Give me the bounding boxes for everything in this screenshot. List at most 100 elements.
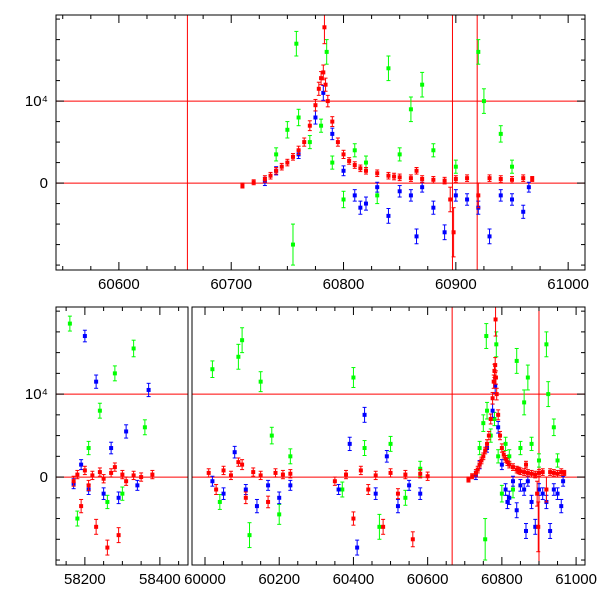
data-point-blue <box>116 491 121 505</box>
marker <box>507 454 512 459</box>
marker <box>105 545 110 550</box>
y-tick-label: 0 <box>40 175 48 192</box>
data-point-blue <box>395 498 400 514</box>
marker <box>397 152 402 157</box>
marker <box>266 499 271 504</box>
data-point-red <box>525 469 530 477</box>
data-point-green <box>498 125 503 143</box>
data-point-green <box>397 147 402 162</box>
data-point-red <box>351 511 356 526</box>
data-point-blue <box>551 483 556 496</box>
data-point-red <box>90 470 95 481</box>
data-point-blue <box>135 479 140 491</box>
data-point-red <box>313 98 318 112</box>
data-point-red <box>381 518 386 535</box>
marker <box>352 193 357 198</box>
data-point-green <box>388 435 393 452</box>
marker <box>358 205 363 210</box>
data-point-red <box>562 469 567 476</box>
marker <box>240 462 245 467</box>
data-point-green <box>386 55 391 82</box>
data-point-green <box>499 484 504 503</box>
data-point-red <box>105 539 110 556</box>
marker <box>362 446 367 451</box>
marker <box>381 524 386 529</box>
marker <box>307 123 312 128</box>
data-point-blue <box>109 441 114 455</box>
data-point-blue <box>355 539 360 556</box>
data-point-blue <box>533 518 538 535</box>
marker <box>551 487 556 492</box>
data-point-red <box>109 468 114 478</box>
marker <box>120 472 125 477</box>
data-point-green <box>453 159 458 174</box>
marker <box>79 504 84 509</box>
marker <box>403 495 408 500</box>
marker <box>116 533 121 538</box>
plot-area <box>192 307 585 565</box>
marker <box>420 185 425 190</box>
marker <box>487 176 492 181</box>
data-point-red <box>358 164 363 173</box>
data-point-red <box>420 175 425 183</box>
data-point-red <box>488 413 493 425</box>
marker <box>484 334 489 339</box>
data-point-red <box>509 176 514 184</box>
data-point-red <box>86 479 91 491</box>
data-point-red <box>214 484 219 495</box>
data-point-blue <box>277 491 282 505</box>
data-point-green <box>131 339 136 358</box>
marker <box>493 383 498 388</box>
data-point-red <box>112 462 117 472</box>
data-point-green <box>431 143 436 158</box>
marker <box>109 446 114 451</box>
marker <box>268 173 273 178</box>
marker <box>485 441 490 446</box>
x-tick-label: 60000 <box>184 571 226 588</box>
marker <box>546 392 551 397</box>
data-point-red <box>150 469 155 480</box>
data-point-blue <box>232 445 237 459</box>
marker <box>351 375 356 380</box>
marker <box>335 140 340 145</box>
data-point-green <box>288 448 293 465</box>
marker <box>124 479 129 484</box>
data-point-red <box>451 207 456 258</box>
data-point-red <box>279 162 284 171</box>
marker <box>323 82 328 87</box>
marker <box>485 408 490 413</box>
data-point-red <box>486 430 491 441</box>
marker <box>395 491 400 496</box>
marker <box>518 483 523 488</box>
marker <box>273 470 278 475</box>
data-point-red <box>507 460 512 469</box>
marker <box>274 152 279 157</box>
marker <box>341 168 346 173</box>
data-point-red <box>498 175 503 183</box>
marker <box>330 160 335 165</box>
data-point-red <box>323 77 328 92</box>
marker <box>146 387 151 392</box>
data-point-red <box>280 469 285 480</box>
x-tick-label: 60400 <box>333 571 375 588</box>
data-point-red <box>408 174 413 182</box>
marker <box>221 468 226 473</box>
data-point-red <box>116 527 121 544</box>
data-point-green <box>484 323 489 349</box>
marker <box>496 454 501 459</box>
data-point-green <box>476 39 481 65</box>
marker <box>75 472 80 477</box>
marker <box>503 441 508 446</box>
marker <box>395 504 400 509</box>
marker <box>71 479 76 484</box>
marker <box>363 160 368 165</box>
data-point-green <box>97 402 102 419</box>
data-point-green <box>496 449 501 464</box>
marker <box>522 400 527 405</box>
marker <box>258 379 263 384</box>
marker <box>313 103 318 108</box>
data-point-red <box>290 153 295 161</box>
data-point-red <box>243 491 248 505</box>
marker <box>236 354 241 359</box>
